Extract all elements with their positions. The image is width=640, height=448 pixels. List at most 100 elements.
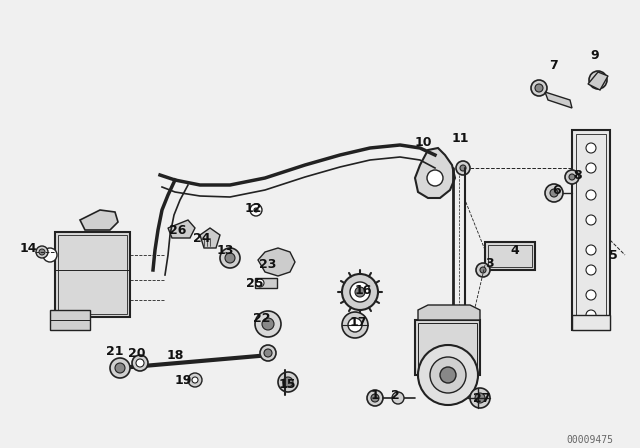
- Polygon shape: [545, 92, 572, 108]
- Circle shape: [220, 248, 240, 268]
- Bar: [572, 130, 610, 330]
- Circle shape: [586, 215, 596, 225]
- Polygon shape: [258, 248, 295, 276]
- Text: 20: 20: [128, 346, 146, 359]
- Circle shape: [480, 267, 486, 273]
- Circle shape: [43, 248, 57, 262]
- Circle shape: [589, 71, 607, 89]
- Text: 16: 16: [355, 284, 372, 297]
- Circle shape: [283, 377, 293, 387]
- Circle shape: [586, 163, 596, 173]
- Circle shape: [115, 363, 125, 373]
- Circle shape: [264, 349, 272, 357]
- Text: 5: 5: [609, 249, 618, 262]
- Circle shape: [36, 246, 48, 258]
- Circle shape: [342, 312, 368, 338]
- Text: 12: 12: [244, 202, 262, 215]
- Circle shape: [535, 84, 543, 92]
- Text: 4: 4: [511, 244, 520, 257]
- Text: 9: 9: [591, 48, 599, 61]
- Text: 27: 27: [473, 392, 491, 405]
- Circle shape: [192, 377, 198, 383]
- Circle shape: [278, 372, 298, 392]
- Circle shape: [586, 265, 596, 275]
- Bar: [255, 278, 277, 288]
- Bar: [418, 323, 477, 372]
- Circle shape: [594, 76, 602, 84]
- Text: 14: 14: [19, 241, 36, 254]
- Circle shape: [440, 367, 456, 383]
- Bar: [55, 232, 130, 317]
- Text: 13: 13: [216, 244, 234, 257]
- Circle shape: [260, 345, 276, 361]
- Circle shape: [586, 290, 596, 300]
- Circle shape: [418, 345, 478, 405]
- Circle shape: [565, 170, 579, 184]
- Text: 2: 2: [390, 388, 399, 401]
- Bar: [488, 245, 532, 267]
- Bar: [485, 242, 535, 270]
- Text: 25: 25: [246, 276, 264, 289]
- Circle shape: [132, 355, 148, 371]
- Circle shape: [39, 249, 45, 255]
- Polygon shape: [415, 148, 455, 198]
- Text: 15: 15: [278, 378, 296, 391]
- Circle shape: [586, 143, 596, 153]
- Circle shape: [586, 310, 596, 320]
- Circle shape: [342, 274, 378, 310]
- Text: 22: 22: [253, 311, 271, 324]
- Text: 26: 26: [170, 224, 187, 237]
- Text: 23: 23: [259, 258, 276, 271]
- Circle shape: [350, 282, 370, 302]
- Circle shape: [476, 263, 490, 277]
- Text: 10: 10: [414, 135, 432, 148]
- Circle shape: [470, 388, 490, 408]
- Circle shape: [427, 170, 443, 186]
- Circle shape: [110, 358, 130, 378]
- Text: 3: 3: [486, 257, 494, 270]
- Bar: [576, 134, 606, 326]
- Polygon shape: [418, 305, 480, 320]
- Circle shape: [136, 359, 144, 367]
- Polygon shape: [588, 72, 608, 90]
- Circle shape: [262, 318, 274, 330]
- Text: 1: 1: [371, 388, 380, 401]
- Text: 18: 18: [166, 349, 184, 362]
- Circle shape: [460, 165, 466, 171]
- Polygon shape: [168, 220, 195, 238]
- Circle shape: [586, 245, 596, 255]
- Bar: [415, 320, 480, 375]
- Circle shape: [545, 184, 563, 202]
- Text: 24: 24: [193, 232, 211, 245]
- Circle shape: [371, 394, 379, 402]
- Text: 8: 8: [573, 168, 582, 181]
- Circle shape: [392, 392, 404, 404]
- Text: 7: 7: [550, 59, 558, 72]
- Circle shape: [475, 393, 485, 403]
- Bar: [50, 310, 90, 330]
- Circle shape: [256, 279, 264, 287]
- Polygon shape: [80, 210, 118, 230]
- Text: 11: 11: [451, 132, 468, 145]
- Circle shape: [456, 161, 470, 175]
- Circle shape: [367, 390, 383, 406]
- Text: 00009475: 00009475: [566, 435, 614, 445]
- Polygon shape: [572, 315, 610, 330]
- Circle shape: [569, 174, 575, 180]
- Text: 17: 17: [349, 315, 367, 328]
- Circle shape: [348, 318, 362, 332]
- Circle shape: [355, 287, 365, 297]
- Circle shape: [255, 311, 281, 337]
- Circle shape: [430, 357, 466, 393]
- Circle shape: [586, 190, 596, 200]
- Text: 19: 19: [174, 374, 192, 387]
- Circle shape: [225, 253, 235, 263]
- Circle shape: [550, 189, 558, 197]
- Text: 21: 21: [106, 345, 124, 358]
- Polygon shape: [200, 228, 220, 248]
- Text: 6: 6: [553, 184, 561, 197]
- Circle shape: [531, 80, 547, 96]
- Circle shape: [254, 208, 258, 212]
- Bar: [58, 235, 127, 314]
- Circle shape: [188, 373, 202, 387]
